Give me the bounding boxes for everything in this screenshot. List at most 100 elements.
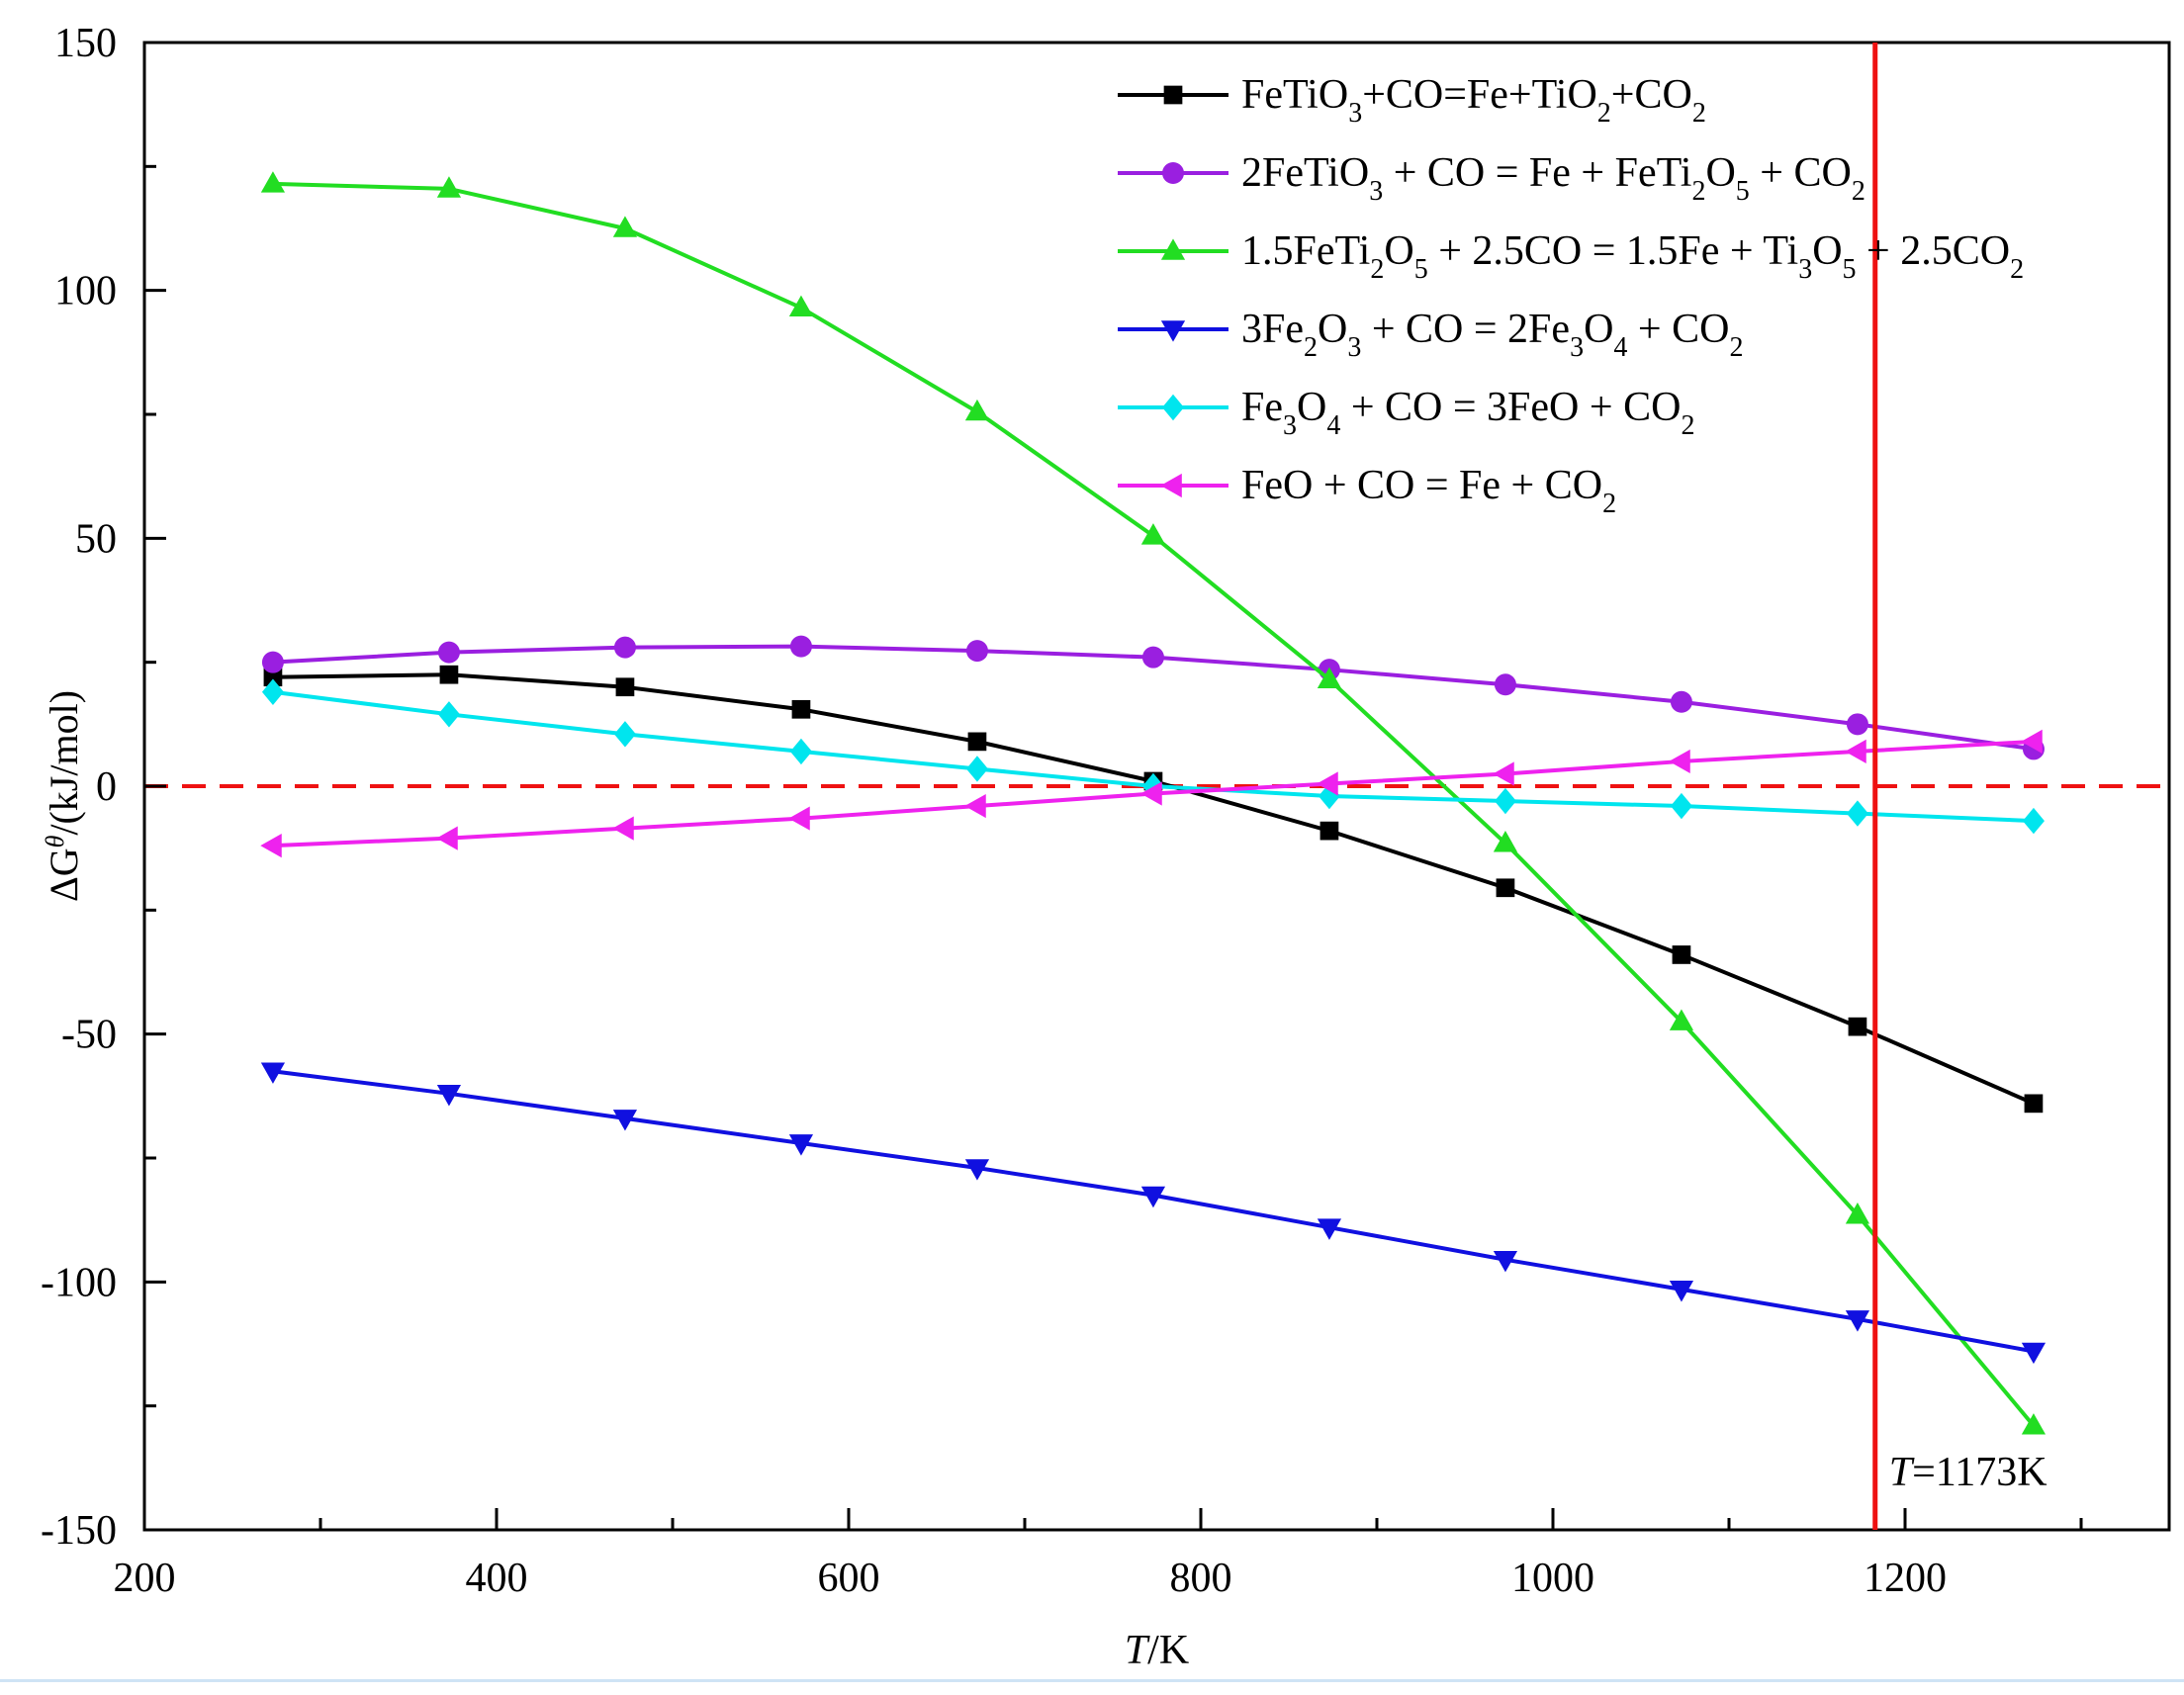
series-2: [260, 171, 2047, 1435]
data-point: [260, 834, 282, 858]
legend-swatch-marker: [1160, 238, 1186, 260]
legend-swatch-marker: [1160, 320, 1186, 342]
data-point: [436, 1085, 462, 1107]
series-line: [272, 181, 2036, 1428]
legend-swatch-marker: [1162, 394, 1184, 421]
data-point: [967, 732, 987, 752]
data-point: [1672, 945, 1691, 964]
data-point: [1317, 771, 1338, 796]
data-point: [1141, 646, 1164, 669]
series-0: [263, 665, 2044, 1114]
data-point: [789, 738, 812, 765]
data-point: [788, 295, 814, 317]
data-point: [436, 826, 458, 850]
data-point: [1845, 1203, 1870, 1224]
legend-label: FeO + CO = Fe + CO2: [1241, 463, 1616, 519]
data-point: [1848, 1017, 1867, 1036]
data-point: [260, 1062, 286, 1084]
legend-item: 3Fe2O3 + CO = 2Fe3O4 + CO2: [1118, 307, 1743, 363]
data-point: [613, 721, 636, 748]
legend-item: 2FeTiO3 + CO = Fe + FeTi2O5 + CO2: [1118, 150, 1866, 207]
legend-label: FeTiO3+CO=Fe+TiO2+CO2: [1241, 72, 1706, 129]
y-axis-title: ΔGθ/(kJ/mol): [41, 690, 87, 902]
data-point: [261, 651, 284, 673]
temperature-marker-label: T=1173K: [1889, 1450, 2048, 1495]
data-point: [1317, 667, 1342, 689]
data-point: [1670, 690, 1692, 713]
x-tick-label: 400: [466, 1556, 528, 1601]
data-point: [1494, 673, 1516, 696]
series-5: [260, 729, 2043, 858]
data-point: [1846, 713, 1868, 736]
data-point: [1140, 523, 1166, 545]
legend-swatch-marker: [1160, 473, 1182, 498]
series-3: [260, 1062, 2047, 1365]
data-point: [439, 665, 459, 684]
y-tick-label: 50: [75, 516, 117, 562]
data-point: [1669, 1281, 1694, 1302]
data-point: [788, 806, 810, 831]
x-tick-label: 200: [114, 1556, 176, 1601]
data-point: [1669, 1009, 1694, 1030]
series-line: [272, 672, 2035, 1106]
data-point: [260, 171, 286, 193]
x-tick-label: 1200: [1864, 1556, 1947, 1601]
data-point: [1493, 831, 1518, 852]
bottom-rule: [0, 1679, 2184, 1682]
data-point: [1845, 1310, 1870, 1332]
data-point: [1496, 878, 1515, 898]
data-point: [1670, 792, 1692, 820]
data-point: [2021, 1413, 2047, 1435]
legend-label: 3Fe2O3 + CO = 2Fe3O4 + CO2: [1241, 307, 1743, 363]
series-4: [261, 678, 2045, 835]
data-point: [1669, 749, 1690, 774]
data-point: [263, 668, 283, 687]
data-point: [1845, 739, 1866, 764]
data-point: [1317, 1218, 1342, 1240]
legend-item: FeO + CO = Fe + CO2: [1118, 463, 1616, 519]
data-point: [613, 636, 636, 659]
data-point: [436, 176, 462, 198]
data-point: [1318, 782, 1340, 810]
data-point: [1494, 787, 1516, 815]
legend: FeTiO3+CO=Fe+TiO2+CO2 2FeTiO3 + CO = Fe +…: [1118, 72, 2024, 519]
data-point: [612, 1110, 638, 1131]
legend-item: 1.5FeTi2O5 + 2.5CO = 1.5Fe + Ti3O5 + 2.5…: [1118, 228, 2024, 285]
data-point: [612, 816, 634, 841]
data-point: [788, 1134, 814, 1156]
y-tick-label: 150: [54, 21, 117, 66]
data-point: [964, 399, 990, 421]
data-point: [437, 701, 460, 728]
x-tick-label: 1000: [1511, 1556, 1594, 1601]
data-point: [789, 635, 812, 658]
legend-label: 2FeTiO3 + CO = Fe + FeTi2O5 + CO2: [1241, 150, 1866, 207]
series-1: [261, 635, 2045, 760]
data-point: [1493, 761, 1514, 786]
x-tick-label: 800: [1170, 1556, 1232, 1601]
data-point: [2022, 807, 2045, 835]
legend-item: FeTiO3+CO=Fe+TiO2+CO2: [1118, 72, 1706, 129]
data-point: [1140, 781, 1162, 806]
legend-label: 1.5FeTi2O5 + 2.5CO = 1.5Fe + Ti3O5 + 2.5…: [1241, 228, 2024, 285]
data-point: [964, 1159, 990, 1181]
data-point: [965, 756, 988, 782]
legend-swatch-marker: [1163, 85, 1183, 105]
data-point: [2021, 729, 2043, 754]
x-axis-title: T/K: [1125, 1628, 1189, 1673]
series-line: [272, 1069, 2035, 1354]
data-point: [261, 678, 284, 705]
data-point: [1493, 1250, 1518, 1273]
data-point: [791, 699, 811, 719]
y-tick-label: -100: [41, 1260, 117, 1305]
x-tick-label: 600: [818, 1556, 880, 1601]
y-tick-label: 0: [96, 764, 117, 810]
data-point: [612, 216, 638, 237]
data-point: [1320, 821, 1339, 841]
data-point: [1846, 800, 1868, 827]
data-point: [965, 640, 988, 663]
y-tick-label: -150: [41, 1508, 117, 1554]
y-tick-label: 100: [54, 269, 117, 314]
legend-item: Fe3O4 + CO = 3FeO + CO2: [1118, 385, 1694, 441]
y-tick-label: -50: [61, 1013, 117, 1058]
